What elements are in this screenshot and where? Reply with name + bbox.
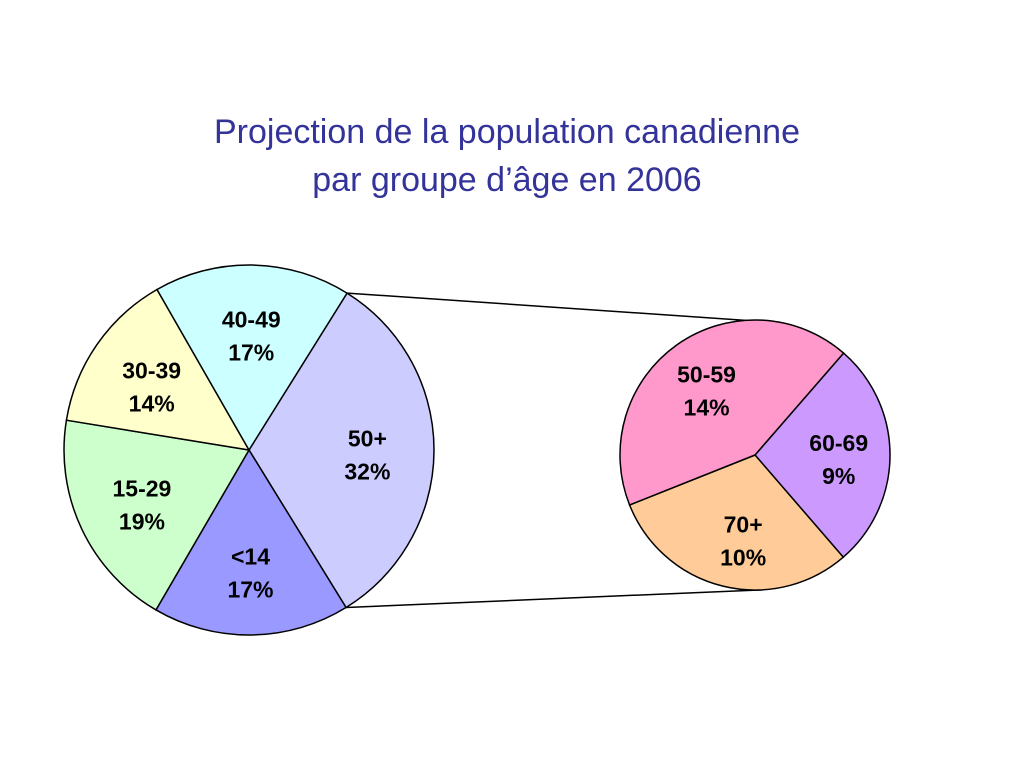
slice-label-50-59: 50-59 — [677, 362, 736, 388]
slice-value-under-14: 17% — [227, 576, 273, 602]
chart-title-line-2: par groupe d’âge en 2006 — [312, 161, 702, 199]
connector-line-bottom — [346, 589, 763, 609]
slice-label-under-14: <14 — [231, 543, 270, 569]
main-pie: 50+ 32% <14 17% 15-29 19% 30-39 14% 40-49 17% — [63, 264, 435, 636]
slice-label-50-plus: 50+ — [348, 425, 387, 451]
pie-slice-15-29 — [63, 419, 251, 611]
slice-value-40-49: 17% — [228, 340, 274, 366]
slice-label-60-69: 60-69 — [809, 430, 868, 456]
connector-lines — [346, 292, 763, 609]
pie-slice-under-14 — [154, 448, 348, 636]
slice-value-50-59: 14% — [684, 395, 730, 421]
chart-title: Projection de la population canadienne p… — [0, 108, 1014, 204]
sub-pie: 60-69 9% 70+ 10% 50-59 14% — [619, 319, 891, 591]
slice-value-30-39: 14% — [129, 391, 175, 417]
slice-label-70-plus: 70+ — [724, 511, 763, 537]
pie-slice-60-69 — [754, 352, 891, 559]
pie-slice-70-plus — [628, 454, 845, 591]
pie-slice-40-49 — [155, 264, 349, 452]
pie-slice-50-59 — [619, 319, 845, 506]
slice-label-15-29: 15-29 — [113, 476, 172, 502]
slice-value-50-plus: 32% — [344, 458, 390, 484]
slice-value-70-plus: 10% — [720, 544, 766, 570]
chart-title-line-1: Projection de la population canadienne — [213, 113, 800, 151]
slice-value-60-69: 9% — [822, 463, 855, 489]
pie-slice-50-plus — [248, 292, 435, 609]
slice-label-40-49: 40-49 — [222, 307, 281, 333]
slice-label-30-39: 30-39 — [122, 358, 181, 384]
slice-value-15-29: 19% — [119, 509, 165, 535]
connector-line-top — [346, 292, 746, 322]
pie-slice-30-39 — [65, 288, 251, 451]
